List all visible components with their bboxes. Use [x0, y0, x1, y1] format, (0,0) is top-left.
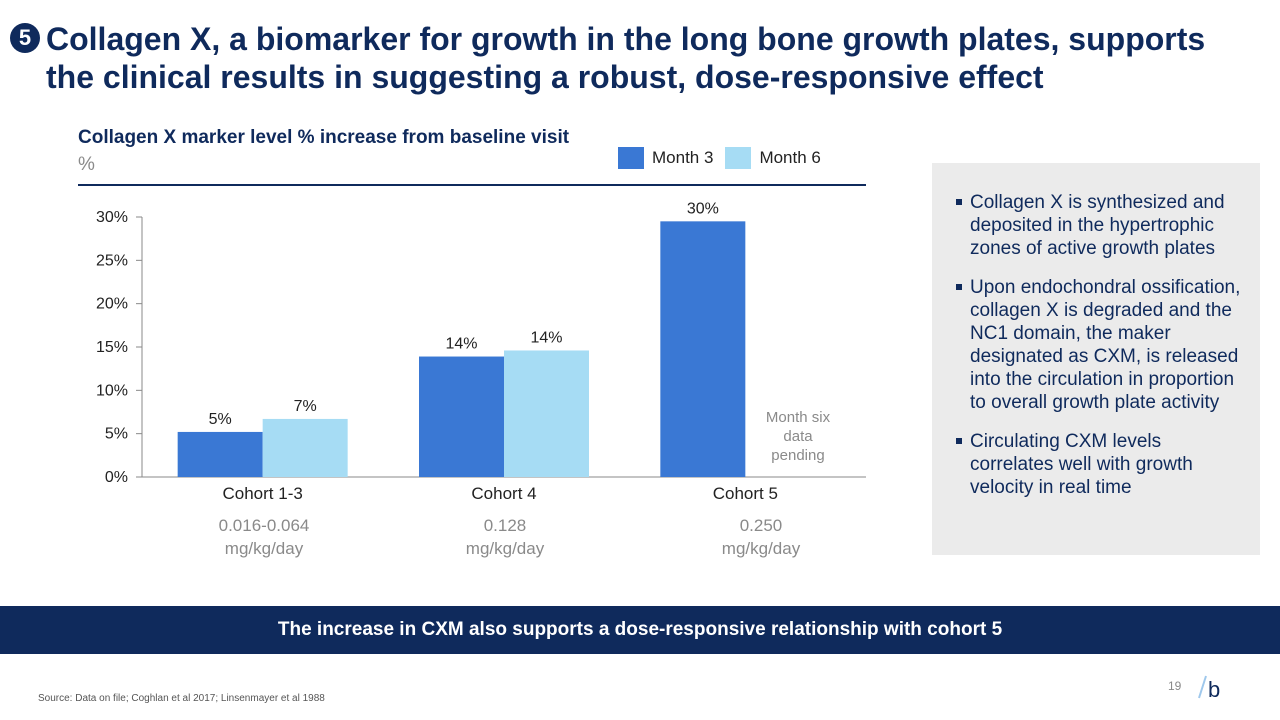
chart-legend: Month 3 Month 6	[618, 147, 833, 169]
x-tick-label: Cohort 5	[713, 484, 778, 503]
bar-data-label: 7%	[294, 398, 317, 415]
x-tick-label: Cohort 1-3	[223, 484, 303, 503]
y-tick-label: 0%	[105, 469, 128, 486]
dose-label-cohort-5: 0.250 mg/kg/day	[681, 514, 841, 560]
legend-item-month-3: Month 3	[618, 147, 713, 169]
bar	[504, 350, 589, 477]
conclusion-banner: The increase in CXM also supports a dose…	[0, 606, 1280, 654]
bar-data-label: 30%	[687, 200, 719, 217]
bar	[262, 418, 348, 477]
bar	[660, 221, 746, 477]
month-six-pending-note: Month six data pending	[758, 408, 838, 465]
dose-value: 0.016-0.064	[218, 516, 310, 535]
page-number: 19	[1168, 679, 1182, 693]
pending-line-2: data	[783, 428, 813, 445]
source-footnote: Source: Data on file; Coghlan et al 2017…	[38, 693, 325, 704]
dose-label-cohort-1-3: 0.016-0.064 mg/kg/day	[184, 514, 344, 560]
logo-letter: b	[1208, 677, 1220, 702]
x-tick-label: Cohort 4	[471, 484, 536, 503]
company-logo-icon: b	[1198, 675, 1220, 702]
bar	[177, 431, 263, 477]
info-bullet-list: Collagen X is synthesized and deposited …	[932, 163, 1260, 499]
y-tick-label: 10%	[96, 382, 128, 399]
chart-unit-label: %	[78, 154, 95, 175]
y-tick-label: 20%	[96, 296, 128, 313]
legend-label-month-6: Month 6	[759, 148, 821, 167]
dose-unit: mg/kg/day	[721, 539, 801, 558]
legend-swatch-month-6	[725, 147, 752, 169]
y-tick-label: 30%	[96, 209, 128, 226]
info-bullet: Circulating CXM levels correlates well w…	[956, 430, 1242, 499]
info-bullet: Upon endochondral ossification, collagen…	[956, 276, 1242, 414]
bar-chart: 0% 5% 10% 15% 20% 25% 30% 5% 7% Cohort 1-3 14% 14% C…	[96, 200, 866, 503]
slide-title: Collagen X, a biomarker for growth in th…	[46, 21, 1206, 95]
bar-data-label: 14%	[445, 336, 477, 353]
pending-line-3: pending	[771, 447, 825, 464]
dose-unit: mg/kg/day	[465, 539, 545, 558]
step-number-badge: 5	[10, 23, 40, 53]
bar-data-label: 5%	[209, 411, 232, 428]
info-bullet: Collagen X is synthesized and deposited …	[956, 191, 1242, 260]
dose-unit: mg/kg/day	[224, 539, 304, 558]
legend-label-month-3: Month 3	[652, 148, 714, 167]
dose-value: 0.250	[739, 516, 783, 535]
legend-swatch-month-3	[618, 147, 644, 169]
bar-data-label: 14%	[530, 329, 562, 346]
y-tick-label: 25%	[96, 252, 128, 269]
dose-value: 0.128	[483, 516, 527, 535]
pending-line-1: Month six	[765, 409, 831, 426]
legend-item-month-6: Month 6	[725, 147, 821, 169]
chart-header-rule	[78, 184, 866, 186]
bar	[419, 356, 504, 477]
info-panel: Collagen X is synthesized and deposited …	[932, 163, 1260, 555]
dose-label-cohort-4: 0.128 mg/kg/day	[425, 514, 585, 560]
y-tick-label: 5%	[105, 426, 128, 443]
y-tick-label: 15%	[96, 339, 128, 356]
chart-title: Collagen X marker level % increase from …	[78, 127, 570, 148]
